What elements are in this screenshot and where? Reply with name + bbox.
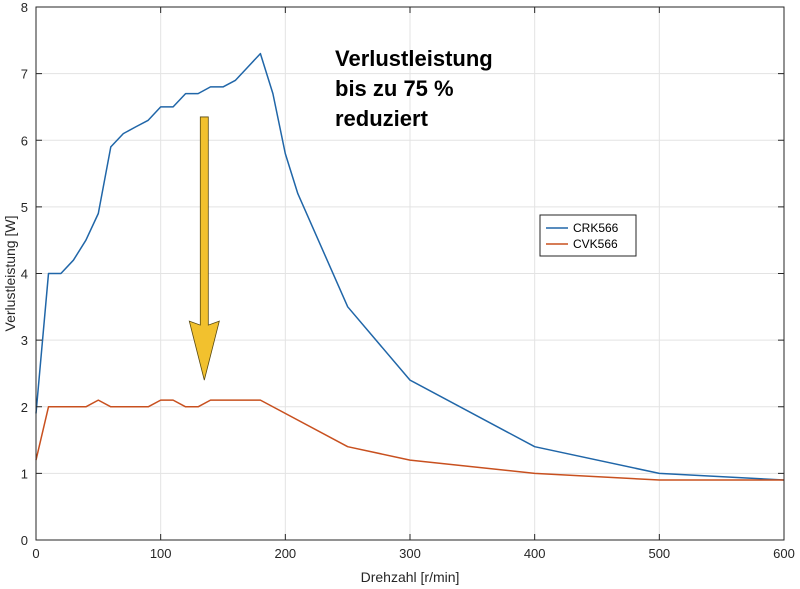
x-tick-label: 400 bbox=[524, 546, 546, 561]
x-tick-label: 200 bbox=[274, 546, 296, 561]
y-tick-label: 0 bbox=[21, 533, 28, 548]
y-tick-label: 3 bbox=[21, 333, 28, 348]
y-tick-label: 6 bbox=[21, 133, 28, 148]
y-axis-ticks: 0 1 2 3 4 5 6 7 8 bbox=[21, 0, 784, 548]
y-tick-label: 4 bbox=[21, 267, 28, 282]
x-axis-label: Drehzahl [r/min] bbox=[361, 569, 460, 585]
legend-label-crk566: CRK566 bbox=[573, 221, 619, 235]
y-tick-label: 1 bbox=[21, 466, 28, 481]
annotation-line-1: Verlustleistung bbox=[335, 46, 493, 71]
annotation-line-3: reduziert bbox=[335, 106, 429, 131]
annotation-arrow bbox=[188, 116, 220, 381]
legend-label-cvk566: CVK566 bbox=[573, 237, 618, 251]
y-tick-label: 8 bbox=[21, 0, 28, 15]
y-tick-label: 2 bbox=[21, 400, 28, 415]
y-tick-label: 5 bbox=[21, 200, 28, 215]
series-line-cvk566 bbox=[35, 399, 784, 481]
x-tick-label: 300 bbox=[399, 546, 421, 561]
x-tick-label: 500 bbox=[648, 546, 670, 561]
x-tick-label: 0 bbox=[32, 546, 39, 561]
x-axis-ticks: 0 100 200 300 400 500 600 bbox=[32, 7, 795, 561]
x-tick-label: 600 bbox=[773, 546, 795, 561]
annotation-line-2: bis zu 75 % bbox=[335, 76, 454, 101]
series-layer bbox=[35, 52, 785, 481]
down-arrow-icon bbox=[188, 116, 220, 381]
x-tick-label: 100 bbox=[150, 546, 172, 561]
annotation-text: Verlustleistung bis zu 75 % reduziert bbox=[335, 46, 493, 131]
y-axis-label: Verlustleistung [W] bbox=[2, 216, 18, 332]
legend-box bbox=[539, 214, 637, 257]
series-line-crk566 bbox=[35, 52, 785, 481]
y-tick-label: 7 bbox=[21, 67, 28, 82]
legend: CRK566 CVK566 bbox=[539, 214, 637, 257]
